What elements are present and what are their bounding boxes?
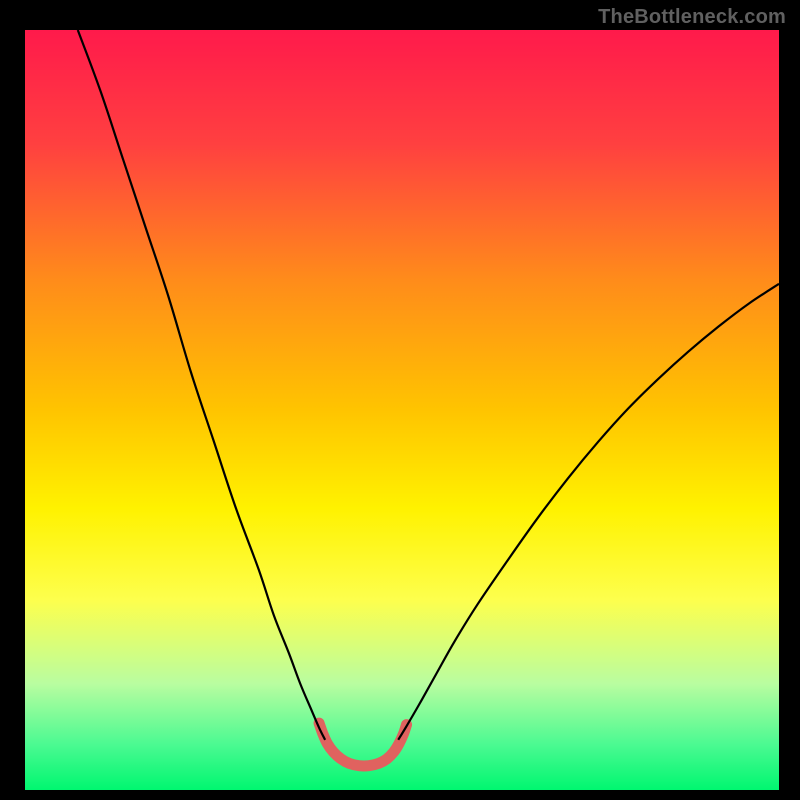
plot-area	[25, 30, 779, 790]
left-descending-curve	[78, 30, 325, 740]
right-ascending-curve	[398, 284, 779, 740]
curve-overlay	[25, 30, 779, 790]
valley-highlight-curve	[319, 723, 406, 766]
watermark-text: TheBottleneck.com	[598, 6, 786, 29]
